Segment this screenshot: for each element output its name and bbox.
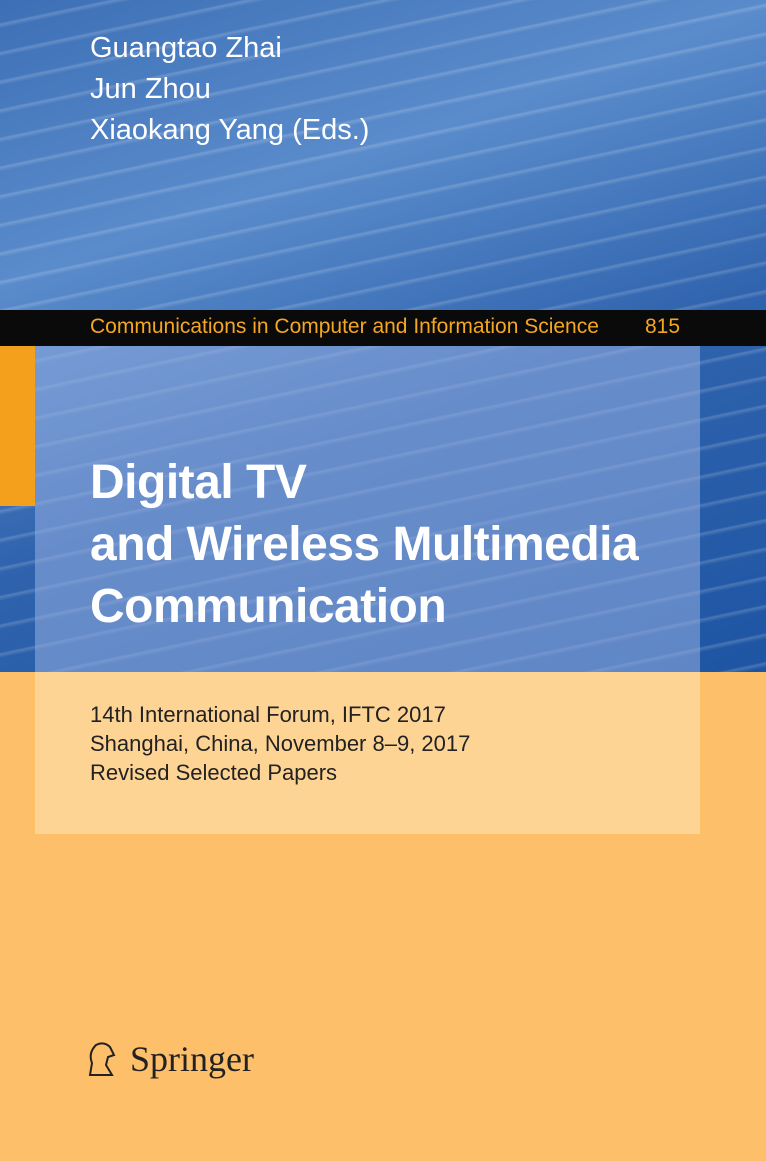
subtitle-line: Revised Selected Papers (90, 760, 338, 785)
author: Jun Zhou (90, 73, 211, 105)
publisher-logo: Springer (82, 1038, 254, 1080)
springer-horse-icon (88, 1042, 116, 1076)
title-box (35, 346, 700, 672)
publisher-name: Springer (130, 1039, 254, 1079)
author: Guangtao Zhai (90, 32, 282, 64)
subtitle-box (35, 672, 700, 834)
subtitle-line: 14th International Forum, IFTC 2017 (90, 702, 446, 727)
series-name: Communications in Computer and Informati… (90, 315, 599, 338)
authors: Guangtao Zhai Jun Zhou Xiaokang Yang (Ed… (90, 28, 369, 151)
title-line: Digital TV (90, 456, 307, 509)
series-bar: Communications in Computer and Informati… (0, 310, 766, 346)
accent-bar (0, 346, 35, 506)
title-line: Communication (90, 580, 447, 633)
subtitle: 14th International Forum, IFTC 2017 Shan… (90, 700, 470, 787)
title-line: and Wireless Multimedia (90, 518, 639, 571)
book-title: Digital TV and Wireless Multimedia Commu… (90, 452, 639, 638)
author: Xiaokang Yang (Eds.) (90, 114, 370, 146)
subtitle-line: Shanghai, China, November 8–9, 2017 (90, 731, 471, 756)
series-number: 815 (645, 315, 681, 338)
